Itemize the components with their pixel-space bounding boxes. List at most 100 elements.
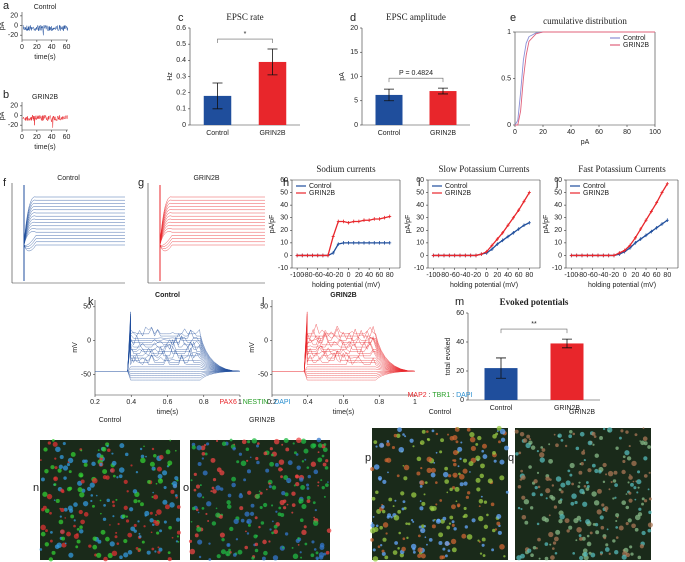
cell [481,537,486,542]
group-label: Control [429,409,452,416]
cell [294,474,300,479]
cell [420,527,426,534]
cell [282,506,287,510]
cell [63,507,68,512]
cell [255,444,259,448]
trace [272,342,416,372]
trace [95,371,241,374]
cell [405,522,409,526]
cell [117,522,120,526]
cell [195,484,200,489]
cell [225,550,231,557]
cell [633,486,637,490]
panel: Control [11,175,125,284]
y-tick-label: 1 [507,29,511,36]
x-tick-label: 60 [63,134,71,141]
cell [231,476,236,482]
cell [143,525,146,528]
cell [375,490,379,495]
cell [168,525,172,530]
cell [226,500,231,505]
y-tick-label: 60 [554,177,562,184]
cell [177,540,180,543]
cell [604,547,610,552]
x-tick-label: 0.8 [374,399,384,406]
x-tick-label: 0.8 [199,399,209,406]
chart-title: EPSC amplitude [386,12,446,22]
cell [600,525,605,530]
cell [317,451,320,454]
cell [438,532,444,538]
cell [533,479,538,484]
cell [64,542,67,545]
cell [482,454,488,459]
cell [552,541,557,545]
cell [529,506,534,510]
cell [463,506,467,510]
panel: Slow Potassium Currents holding potential… [405,164,541,289]
cell [491,548,495,552]
cell [576,527,582,533]
trace [95,366,241,372]
cell [497,530,502,535]
cell [575,539,578,542]
cell [130,526,136,532]
cell [130,464,133,467]
trace [23,244,125,252]
cell [579,536,583,541]
cell [515,452,519,456]
trace [95,340,241,372]
cell [625,522,629,526]
y-tick-label: -20 [8,122,18,129]
stain-part: DAPI [274,399,290,406]
trace [272,366,416,372]
y-tick-label: 30 [554,215,562,222]
cell [597,488,602,494]
cell [632,480,635,483]
cell [100,512,102,515]
y-tick-label: 10 [280,240,288,247]
cell [403,464,410,471]
cell [566,529,570,533]
cell [530,553,534,558]
cell [310,443,316,449]
cell [400,491,405,496]
cell [475,477,481,483]
cell [49,539,53,543]
cell [479,473,484,479]
stain-part: : [268,399,274,406]
series-line [433,192,530,257]
cell [323,443,327,446]
cell [419,440,425,445]
trace [95,325,241,372]
cell [548,443,551,446]
cell [221,537,225,542]
trace [159,231,265,246]
x-tick-label: 40 [48,134,56,141]
cell [176,530,181,535]
cell [303,448,309,454]
cell [477,435,482,441]
cell [297,537,300,540]
panel: EPSC rate Hz 0 0.1 0.2 0.3 0.4 0.5 0.6 Control GRI… [167,12,300,137]
cell [626,456,632,461]
cell [240,518,245,523]
x-tick-label: 0.4 [126,399,136,406]
cell [602,427,606,431]
cell [599,436,603,440]
trace [159,196,265,246]
cell [627,518,632,523]
y-tick-label: -10 [278,265,288,272]
cell [153,468,156,471]
x-tick-label: 80 [525,272,533,279]
cell [548,514,551,517]
bar [429,91,457,125]
cell [49,511,52,515]
x-axis-label: time(s) [34,54,55,61]
legend-label: GRIN2B [309,190,335,197]
cell [172,483,178,489]
panel-letter: d [350,12,356,24]
x-tick-label: GRIN2B [430,130,456,137]
cell [315,556,319,560]
